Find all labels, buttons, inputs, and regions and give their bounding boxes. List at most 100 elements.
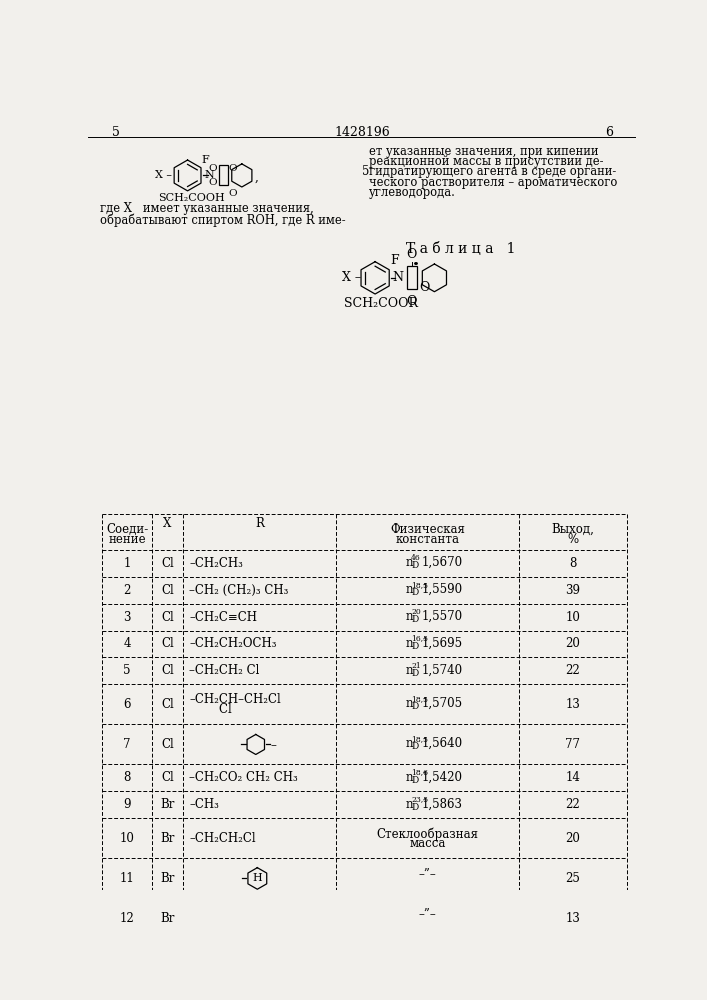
Text: 12: 12 [119, 912, 134, 925]
Text: 18,5: 18,5 [411, 695, 428, 703]
Text: 1428196: 1428196 [334, 126, 390, 139]
Text: ,: , [255, 171, 258, 184]
Text: D: D [411, 742, 419, 751]
Text: 1,5640: 1,5640 [421, 737, 462, 750]
Text: –CH₂CH₂Cl: –CH₂CH₂Cl [189, 832, 256, 845]
Text: X: X [163, 517, 172, 530]
Text: N: N [392, 271, 403, 284]
Text: 18,5: 18,5 [411, 735, 428, 743]
Text: O: O [419, 281, 429, 294]
Text: Cl: Cl [161, 698, 174, 711]
Text: Cl: Cl [161, 611, 174, 624]
Text: D: D [411, 561, 419, 570]
Text: Br: Br [160, 832, 175, 845]
Text: 20: 20 [566, 832, 580, 845]
Text: D: D [411, 669, 419, 678]
Text: SCH₂COOR: SCH₂COOR [344, 297, 419, 310]
Text: Cl: Cl [161, 637, 174, 650]
Text: O: O [228, 164, 238, 173]
Text: 3: 3 [124, 611, 131, 624]
Text: O: O [209, 164, 217, 173]
Text: Cl: Cl [161, 771, 174, 784]
Text: 1,5695: 1,5695 [421, 637, 462, 650]
Text: 14: 14 [566, 771, 580, 784]
Text: где X   имеет указанные значения,: где X имеет указанные значения, [100, 202, 314, 215]
Text: 1,5863: 1,5863 [421, 798, 462, 811]
Text: D: D [411, 615, 419, 624]
Text: масса: масса [409, 837, 445, 850]
Text: –: – [271, 739, 276, 752]
Text: 21: 21 [411, 662, 421, 670]
Text: 6: 6 [605, 126, 613, 139]
Text: D: D [411, 588, 419, 597]
Text: Соеди-: Соеди- [106, 523, 148, 536]
Text: O: O [228, 189, 238, 198]
Text: Cl: Cl [161, 584, 174, 597]
Text: 13: 13 [566, 912, 580, 925]
Text: 8: 8 [569, 557, 576, 570]
Text: 1,5420: 1,5420 [421, 771, 462, 784]
Text: 1,5740: 1,5740 [421, 664, 462, 677]
Text: n: n [406, 771, 413, 784]
Text: 10: 10 [566, 611, 580, 624]
Text: –”–: –”– [419, 907, 436, 920]
Text: –CH₂CH₂OCH₃: –CH₂CH₂OCH₃ [189, 637, 276, 650]
Text: 8: 8 [124, 771, 131, 784]
Text: n: n [406, 737, 413, 750]
Text: –CH₂CO₂ CH₂ CH₃: –CH₂CO₂ CH₂ CH₃ [189, 771, 298, 784]
Text: F: F [390, 254, 399, 267]
Text: X –: X – [155, 170, 172, 180]
Text: D: D [411, 776, 419, 785]
Text: ет указанные значения, при кипении: ет указанные значения, при кипении [369, 145, 598, 158]
Text: –CH₂C≡CH: –CH₂C≡CH [189, 611, 257, 624]
Text: константа: константа [395, 533, 460, 546]
Text: Cl: Cl [189, 703, 232, 716]
Text: F: F [201, 155, 209, 165]
Text: %: % [567, 533, 578, 546]
Text: O: O [407, 295, 416, 308]
Text: 9: 9 [124, 798, 131, 811]
Text: –CH₃: –CH₃ [189, 798, 219, 811]
Text: 39: 39 [566, 584, 580, 597]
Text: Cl: Cl [161, 557, 174, 570]
Text: n: n [406, 798, 413, 811]
Text: n: n [406, 664, 413, 677]
Text: 1,5705: 1,5705 [421, 697, 462, 710]
Text: –CH₂ (CH₂)₃ CH₃: –CH₂ (CH₂)₃ CH₃ [189, 584, 288, 597]
Text: 5: 5 [124, 664, 131, 677]
Text: n: n [406, 637, 413, 650]
Text: 25: 25 [566, 872, 580, 885]
Text: 20: 20 [566, 637, 580, 650]
Text: –CH₂CH–CH₂Cl: –CH₂CH–CH₂Cl [189, 693, 281, 706]
Text: O: O [209, 178, 217, 187]
Text: R: R [255, 517, 264, 530]
Text: углеводорода.: углеводорода. [369, 186, 456, 199]
Text: 20: 20 [411, 608, 421, 616]
Text: Физическая: Физическая [390, 523, 465, 536]
Text: реакционной массы в присутствии де-: реакционной массы в присутствии де- [369, 155, 604, 168]
Bar [407, 266, 417, 289]
Text: n: n [406, 697, 413, 710]
Text: 18,5: 18,5 [411, 581, 428, 589]
Text: гидратирующего агента в среде органи-: гидратирующего агента в среде органи- [369, 165, 617, 178]
Bar [218, 165, 228, 185]
Text: ческого растворителя – ароматического: ческого растворителя – ароматического [369, 176, 617, 189]
Text: –”–: –”– [419, 867, 436, 880]
Text: 1: 1 [124, 557, 131, 570]
Text: n: n [406, 583, 413, 596]
Text: нение: нение [108, 533, 146, 546]
Text: 7: 7 [124, 738, 131, 751]
Text: Br: Br [160, 798, 175, 811]
Text: H: H [252, 873, 262, 883]
Text: Cl: Cl [161, 664, 174, 677]
Text: 23,5: 23,5 [411, 796, 428, 804]
Text: 16,5: 16,5 [411, 635, 428, 643]
Text: 18,6: 18,6 [411, 769, 428, 777]
Text: –CH₂CH₃: –CH₂CH₃ [189, 557, 243, 570]
Text: 2: 2 [124, 584, 131, 597]
Text: N: N [204, 170, 214, 180]
Text: 1,5670: 1,5670 [421, 556, 462, 569]
Text: обрабатывают спиртом ROH, где R име-: обрабатывают спиртом ROH, где R име- [100, 213, 346, 227]
Text: 11: 11 [119, 872, 134, 885]
Text: 22: 22 [566, 798, 580, 811]
